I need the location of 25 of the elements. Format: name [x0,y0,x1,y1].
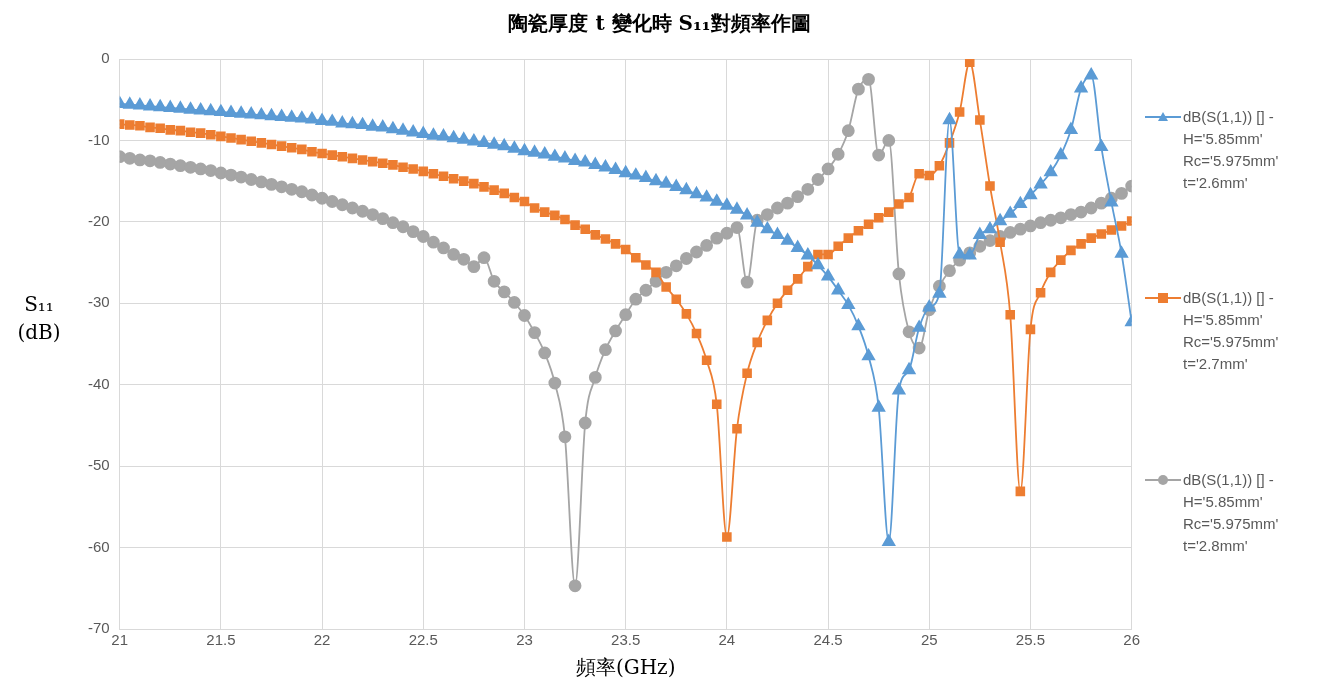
x-tick-label: 23 [516,631,533,649]
x-axis-title: 頻率(GHz) [575,655,676,680]
y-tick-label: 0 [101,49,110,67]
x-tick-label: 24.5 [813,631,843,649]
legend-label: dB(S(1,1)) [] - H='5.85mm' Rc='5.975mm' t='2.8mm' [1183,470,1280,557]
x-tick-label: 25.5 [1015,631,1046,649]
y-tick-label: -20 [87,212,110,229]
x-tick-label: 21 [111,631,129,649]
y-tick-label: -40 [87,374,110,392]
y-tick-label: -50 [87,456,110,474]
x-tick-label: 25 [920,631,938,649]
x-tick-label: 22.5 [408,631,438,649]
x-tick-label: 21.5 [206,631,236,649]
x-tick-label: 24 [718,631,736,649]
y-tick-label: -10 [87,130,110,148]
chart-title: 陶瓷厚度 t 變化時 S₁₁對頻率作圖 [507,10,812,37]
x-tick-label: 23.5 [611,631,641,649]
legend-label: dB(S(1,1)) [] - H='5.85mm' Rc='5.975mm' t='2.6mm' [1183,106,1280,193]
x-tick-label: 22 [313,631,331,649]
y-axis-title: S₁₁ (dB) [16,291,62,346]
y-tick-label: -60 [87,537,110,555]
y-tick-label: -30 [87,293,110,311]
x-tick-label: 26 [1123,631,1140,649]
legend-label: dB(S(1,1)) [] - H='5.85mm' Rc='5.975mm' t='2.7mm' [1183,288,1280,375]
y-tick-label: -70 [87,619,110,637]
